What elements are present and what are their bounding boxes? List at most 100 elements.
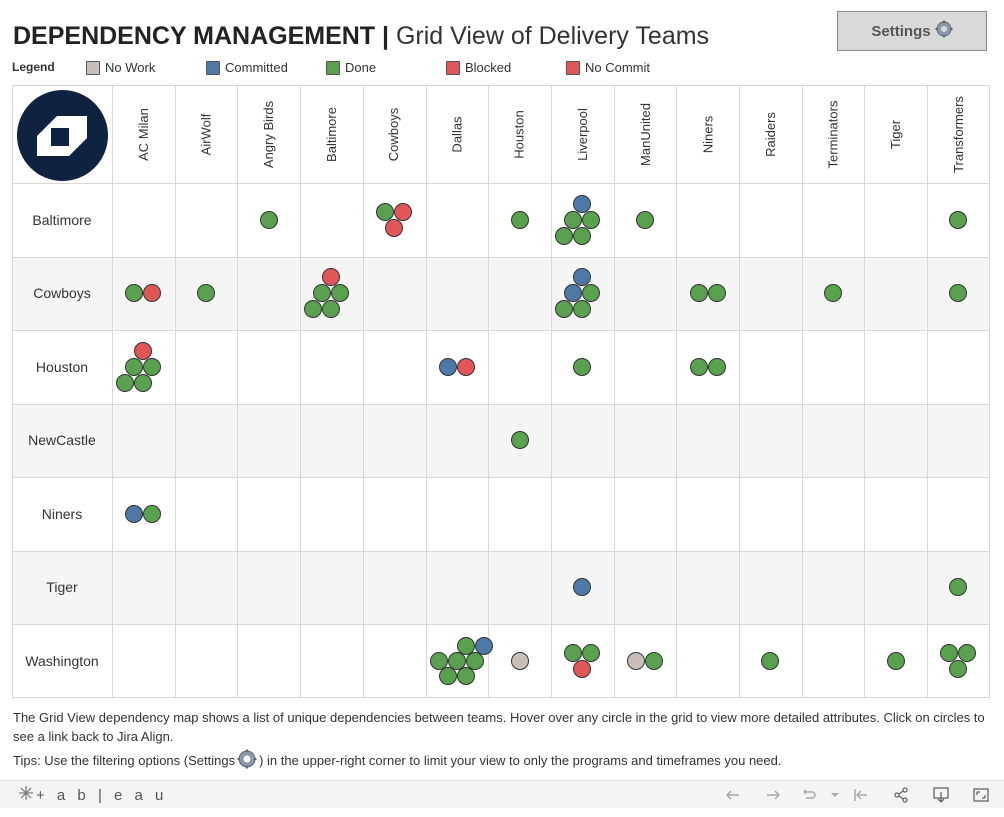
- grid-vline: [362, 85, 364, 698]
- column-header-label: AC Milan: [135, 107, 151, 161]
- undo-icon[interactable]: [724, 786, 742, 804]
- dependency-circle-done[interactable]: [116, 373, 135, 392]
- dependency-circle-done[interactable]: [510, 431, 529, 450]
- row-background: [12, 183, 990, 257]
- dependency-circle-committed[interactable]: [564, 284, 583, 303]
- dependency-circle-blocked[interactable]: [322, 268, 341, 287]
- settings-button[interactable]: Settings: [837, 11, 987, 51]
- dependency-circle-committed[interactable]: [474, 636, 493, 655]
- dependency-circle-done[interactable]: [886, 651, 905, 670]
- legend-item-blocked: Blocked: [446, 60, 511, 75]
- fullscreen-icon[interactable]: [972, 786, 990, 804]
- grid-hline: [12, 403, 990, 405]
- dependency-circle-done[interactable]: [761, 651, 780, 670]
- column-header-label: Dallas: [449, 115, 465, 153]
- dependency-circle-done[interactable]: [644, 651, 663, 670]
- dependency-circle-done[interactable]: [456, 666, 475, 685]
- dependency-circle-done[interactable]: [304, 300, 323, 319]
- share-icon[interactable]: [892, 786, 910, 804]
- legend: Legend No Work Committed Done Blocked No…: [12, 60, 712, 76]
- dependency-circle-none[interactable]: [626, 651, 645, 670]
- column-header: Raiders: [739, 85, 802, 183]
- dependency-circle-done[interactable]: [707, 357, 726, 376]
- legend-item-no-work: No Work: [86, 60, 155, 75]
- dependency-circle-done[interactable]: [429, 651, 448, 670]
- row-background: [12, 403, 990, 477]
- dependency-circle-done[interactable]: [949, 578, 968, 597]
- dependency-circle-done[interactable]: [456, 636, 475, 655]
- dependency-circle-done[interactable]: [949, 284, 968, 303]
- dependency-circle-done[interactable]: [313, 284, 332, 303]
- dependency-circle-none[interactable]: [510, 651, 529, 670]
- dependency-circle-done[interactable]: [555, 226, 574, 245]
- dependency-circle-blocked[interactable]: [573, 659, 592, 678]
- revert-icon[interactable]: [800, 786, 818, 804]
- column-header-label: Houston: [512, 109, 528, 159]
- column-header-label: Angry Birds: [261, 100, 277, 168]
- dependency-circle-done[interactable]: [958, 643, 977, 662]
- dependency-circle-committed[interactable]: [438, 357, 457, 376]
- dependency-circle-done[interactable]: [143, 357, 162, 376]
- dependency-circle-done[interactable]: [125, 284, 144, 303]
- legend-item-done: Done: [326, 60, 376, 75]
- dependency-circle-done[interactable]: [447, 651, 466, 670]
- dependency-circle-done[interactable]: [259, 210, 278, 229]
- dependency-circle-done[interactable]: [949, 210, 968, 229]
- column-header: Tiger: [864, 85, 927, 183]
- dependency-circle-done[interactable]: [438, 666, 457, 685]
- column-header-label: Niners: [700, 115, 716, 153]
- grid-hline: [12, 330, 990, 331]
- chevron-down-icon[interactable]: [826, 786, 844, 804]
- tips-text: Tips: Use the filtering options (Setting…: [13, 749, 781, 772]
- dependency-circle-done[interactable]: [689, 357, 708, 376]
- dependency-circle-committed[interactable]: [573, 578, 592, 597]
- dependency-circle-done[interactable]: [143, 504, 162, 523]
- column-header: Houston: [488, 85, 551, 183]
- dependency-circle-done[interactable]: [582, 643, 601, 662]
- dependency-circle-done[interactable]: [689, 284, 708, 303]
- dependency-circle-done[interactable]: [573, 226, 592, 245]
- dependency-circle-done[interactable]: [573, 357, 592, 376]
- dependency-circle-done[interactable]: [635, 210, 654, 229]
- dependency-circle-committed[interactable]: [125, 504, 144, 523]
- dependency-circle-done[interactable]: [707, 284, 726, 303]
- dependency-circle-done[interactable]: [134, 373, 153, 392]
- dependency-circle-blocked[interactable]: [394, 202, 413, 221]
- dependency-circle-done[interactable]: [564, 643, 583, 662]
- column-header-label: Cowboys: [386, 107, 402, 161]
- dependency-circle-done[interactable]: [197, 284, 216, 303]
- dependency-circle-done[interactable]: [824, 284, 843, 303]
- row-background: [12, 624, 990, 698]
- grid-hline: [12, 477, 990, 478]
- column-header: Transformers: [927, 85, 990, 183]
- dependency-circle-done[interactable]: [564, 210, 583, 229]
- tips-suffix: ) in the upper-right corner to limit you…: [259, 753, 782, 768]
- dependency-circle-blocked[interactable]: [134, 341, 153, 360]
- dependency-circle-blocked[interactable]: [385, 218, 404, 237]
- dependency-circle-done[interactable]: [125, 357, 144, 376]
- redo-icon[interactable]: [764, 786, 782, 804]
- dependency-circle-committed[interactable]: [573, 268, 592, 287]
- dependency-circle-done[interactable]: [510, 210, 529, 229]
- grid-vline: [112, 85, 113, 698]
- reset-icon[interactable]: [852, 786, 870, 804]
- dependency-circle-done[interactable]: [949, 659, 968, 678]
- dependency-circle-done[interactable]: [940, 643, 959, 662]
- column-header-label: Terminators: [825, 100, 841, 168]
- dependency-circle-done[interactable]: [331, 284, 350, 303]
- download-icon[interactable]: [932, 786, 950, 804]
- dependency-circle-done[interactable]: [322, 300, 341, 319]
- tableau-logo[interactable]: + a b | e a u: [18, 785, 167, 805]
- dependency-circle-done[interactable]: [573, 300, 592, 319]
- grid-vline: [174, 85, 176, 698]
- dependency-circle-blocked[interactable]: [143, 284, 162, 303]
- grid-vline: [613, 85, 615, 698]
- dependency-circle-done[interactable]: [555, 300, 574, 319]
- dependency-circle-blocked[interactable]: [456, 357, 475, 376]
- dependency-circle-done[interactable]: [376, 202, 395, 221]
- dependency-circle-done[interactable]: [465, 651, 484, 670]
- grid-vline: [989, 85, 990, 698]
- dependency-circle-done[interactable]: [582, 284, 601, 303]
- dependency-circle-done[interactable]: [582, 210, 601, 229]
- dependency-circle-committed[interactable]: [573, 194, 592, 213]
